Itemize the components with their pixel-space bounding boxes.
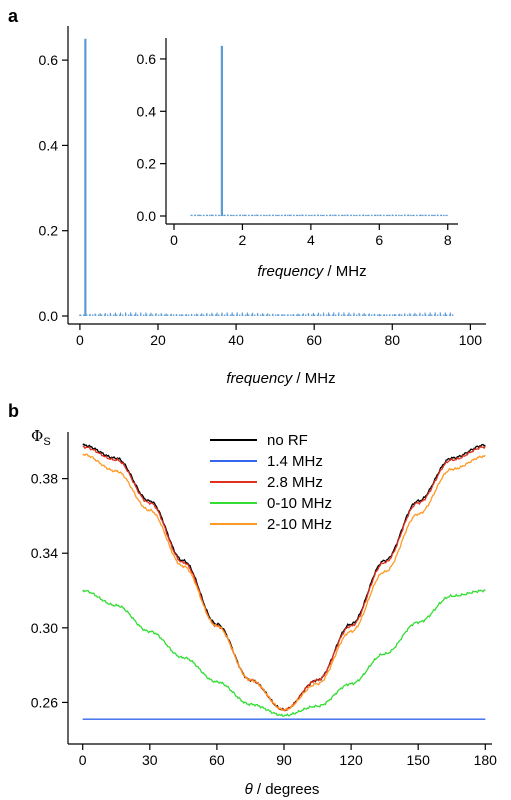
panel-a-x-label-unit: / MHz <box>292 370 335 387</box>
panel-b-x-tick-label: 60 <box>209 752 225 768</box>
panel-b-x-label: θ / degrees <box>245 781 320 798</box>
panel-b-y-tick-label: 0.26 <box>31 694 58 710</box>
panel-a-label: a <box>8 6 19 26</box>
inset-y-tick-label: 0.2 <box>137 156 157 172</box>
panel-a-x-label-italic: frequency <box>226 370 293 387</box>
panel-b-y-label-phi: Φ <box>31 427 43 445</box>
legend-label-4: 2-10 MHz <box>267 516 332 533</box>
panel-a-x-tick-label: 40 <box>228 332 244 348</box>
panel-b-y-label-sub: S <box>43 436 50 448</box>
panel-b-y-tick-label: 0.30 <box>31 620 58 636</box>
legend-label-2: 2.8 MHz <box>267 474 323 491</box>
panel-a-x-tick-label: 100 <box>459 332 483 348</box>
panel-a-y-tick-label: 0.0 <box>39 308 59 324</box>
chart-panel-a-inset: 0 2 4 6 8 0.0 0.2 0.4 0.6 frequency / MHz <box>137 38 458 280</box>
panel-a-y-tick-label: 0.4 <box>39 137 59 153</box>
inset-x-tick-label: 4 <box>307 232 315 248</box>
panel-a-x-tick-label: 0 <box>76 332 84 348</box>
panel-b-label: b <box>8 401 19 421</box>
panel-b-x-label-italic: θ <box>245 781 253 798</box>
series-line-4 <box>82 453 486 712</box>
inset-x-tick-label: 8 <box>444 232 452 248</box>
panel-b-x-tick-label: 0 <box>79 752 87 768</box>
legend-label-1: 1.4 MHz <box>267 453 323 470</box>
panel-b-x-tick-label: 90 <box>276 752 292 768</box>
inset-x-label: frequency / MHz <box>257 263 366 280</box>
panel-a-x-tick-label: 60 <box>306 332 322 348</box>
inset-x-label-unit: / MHz <box>323 263 366 280</box>
inset-x-tick-label: 2 <box>239 232 247 248</box>
inset-x-label-italic: frequency <box>257 263 324 280</box>
panel-b-x-tick-label: 180 <box>474 752 498 768</box>
panel-b-y-tick-label: 0.34 <box>31 545 58 561</box>
series-line-2 <box>82 445 486 712</box>
panel-a-x-tick-label: 20 <box>150 332 166 348</box>
panel-b-x-label-unit: / degrees <box>253 781 320 798</box>
inset-x-tick-label: 6 <box>375 232 383 248</box>
series-line-3 <box>82 589 486 718</box>
inset-y-tick-label: 0.6 <box>137 51 157 67</box>
panel-b-y-tick-label: 0.38 <box>31 471 58 487</box>
panel-b-x-tick-label: 30 <box>142 752 158 768</box>
panel-a-y-tick-label: 0.2 <box>39 223 59 239</box>
inset-x-tick-label: 0 <box>170 232 178 248</box>
legend-label-3: 0-10 MHz <box>267 495 332 512</box>
panel-b-x-tick-label: 150 <box>407 752 431 768</box>
panel-b-y-label: ΦS <box>31 427 51 448</box>
panel-a-x-tick-label: 80 <box>384 332 400 348</box>
legend-label-0: no RF <box>267 432 308 449</box>
panel-a-y-tick-label: 0.6 <box>39 52 59 68</box>
inset-y-tick-label: 0.4 <box>137 103 157 119</box>
panel-a-x-label: frequency / MHz <box>226 370 335 387</box>
inset-y-tick-label: 0.0 <box>137 208 157 224</box>
panel-b-x-tick-label: 120 <box>339 752 363 768</box>
